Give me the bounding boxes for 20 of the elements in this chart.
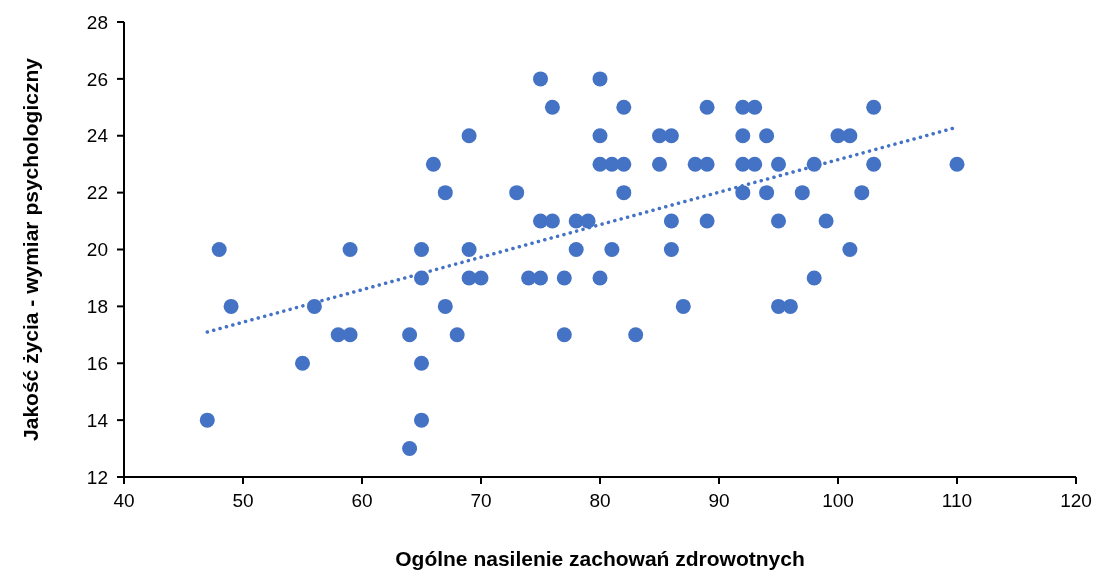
y-tick-label: 28 xyxy=(86,11,108,33)
x-tick-label: 80 xyxy=(589,490,611,511)
x-tick-label: 110 xyxy=(941,490,973,511)
y-tick-label: 26 xyxy=(86,68,108,90)
y-tick-label: 18 xyxy=(86,296,108,318)
x-tick-label: 90 xyxy=(708,490,730,511)
x-axis-title: Ogólne nasilenie zachowań zdrowotnych xyxy=(395,547,805,570)
y-tick-label: 24 xyxy=(86,125,109,147)
x-tick-label: 40 xyxy=(113,490,135,511)
x-tick-label: 70 xyxy=(470,490,492,511)
y-tick-label: 22 xyxy=(86,182,108,204)
y-axis-title: Jakość życia - wymiar psychologiczny xyxy=(19,57,42,441)
y-tick-label: 12 xyxy=(86,466,108,488)
x-tick-label: 120 xyxy=(1060,490,1092,511)
y-tick-label: 14 xyxy=(86,409,109,431)
x-tick-label: 100 xyxy=(822,490,854,511)
y-tick-label: 20 xyxy=(86,239,108,261)
x-tick-label: 50 xyxy=(232,490,254,511)
y-tick-label: 16 xyxy=(86,352,108,374)
x-tick-label: 60 xyxy=(351,490,373,511)
